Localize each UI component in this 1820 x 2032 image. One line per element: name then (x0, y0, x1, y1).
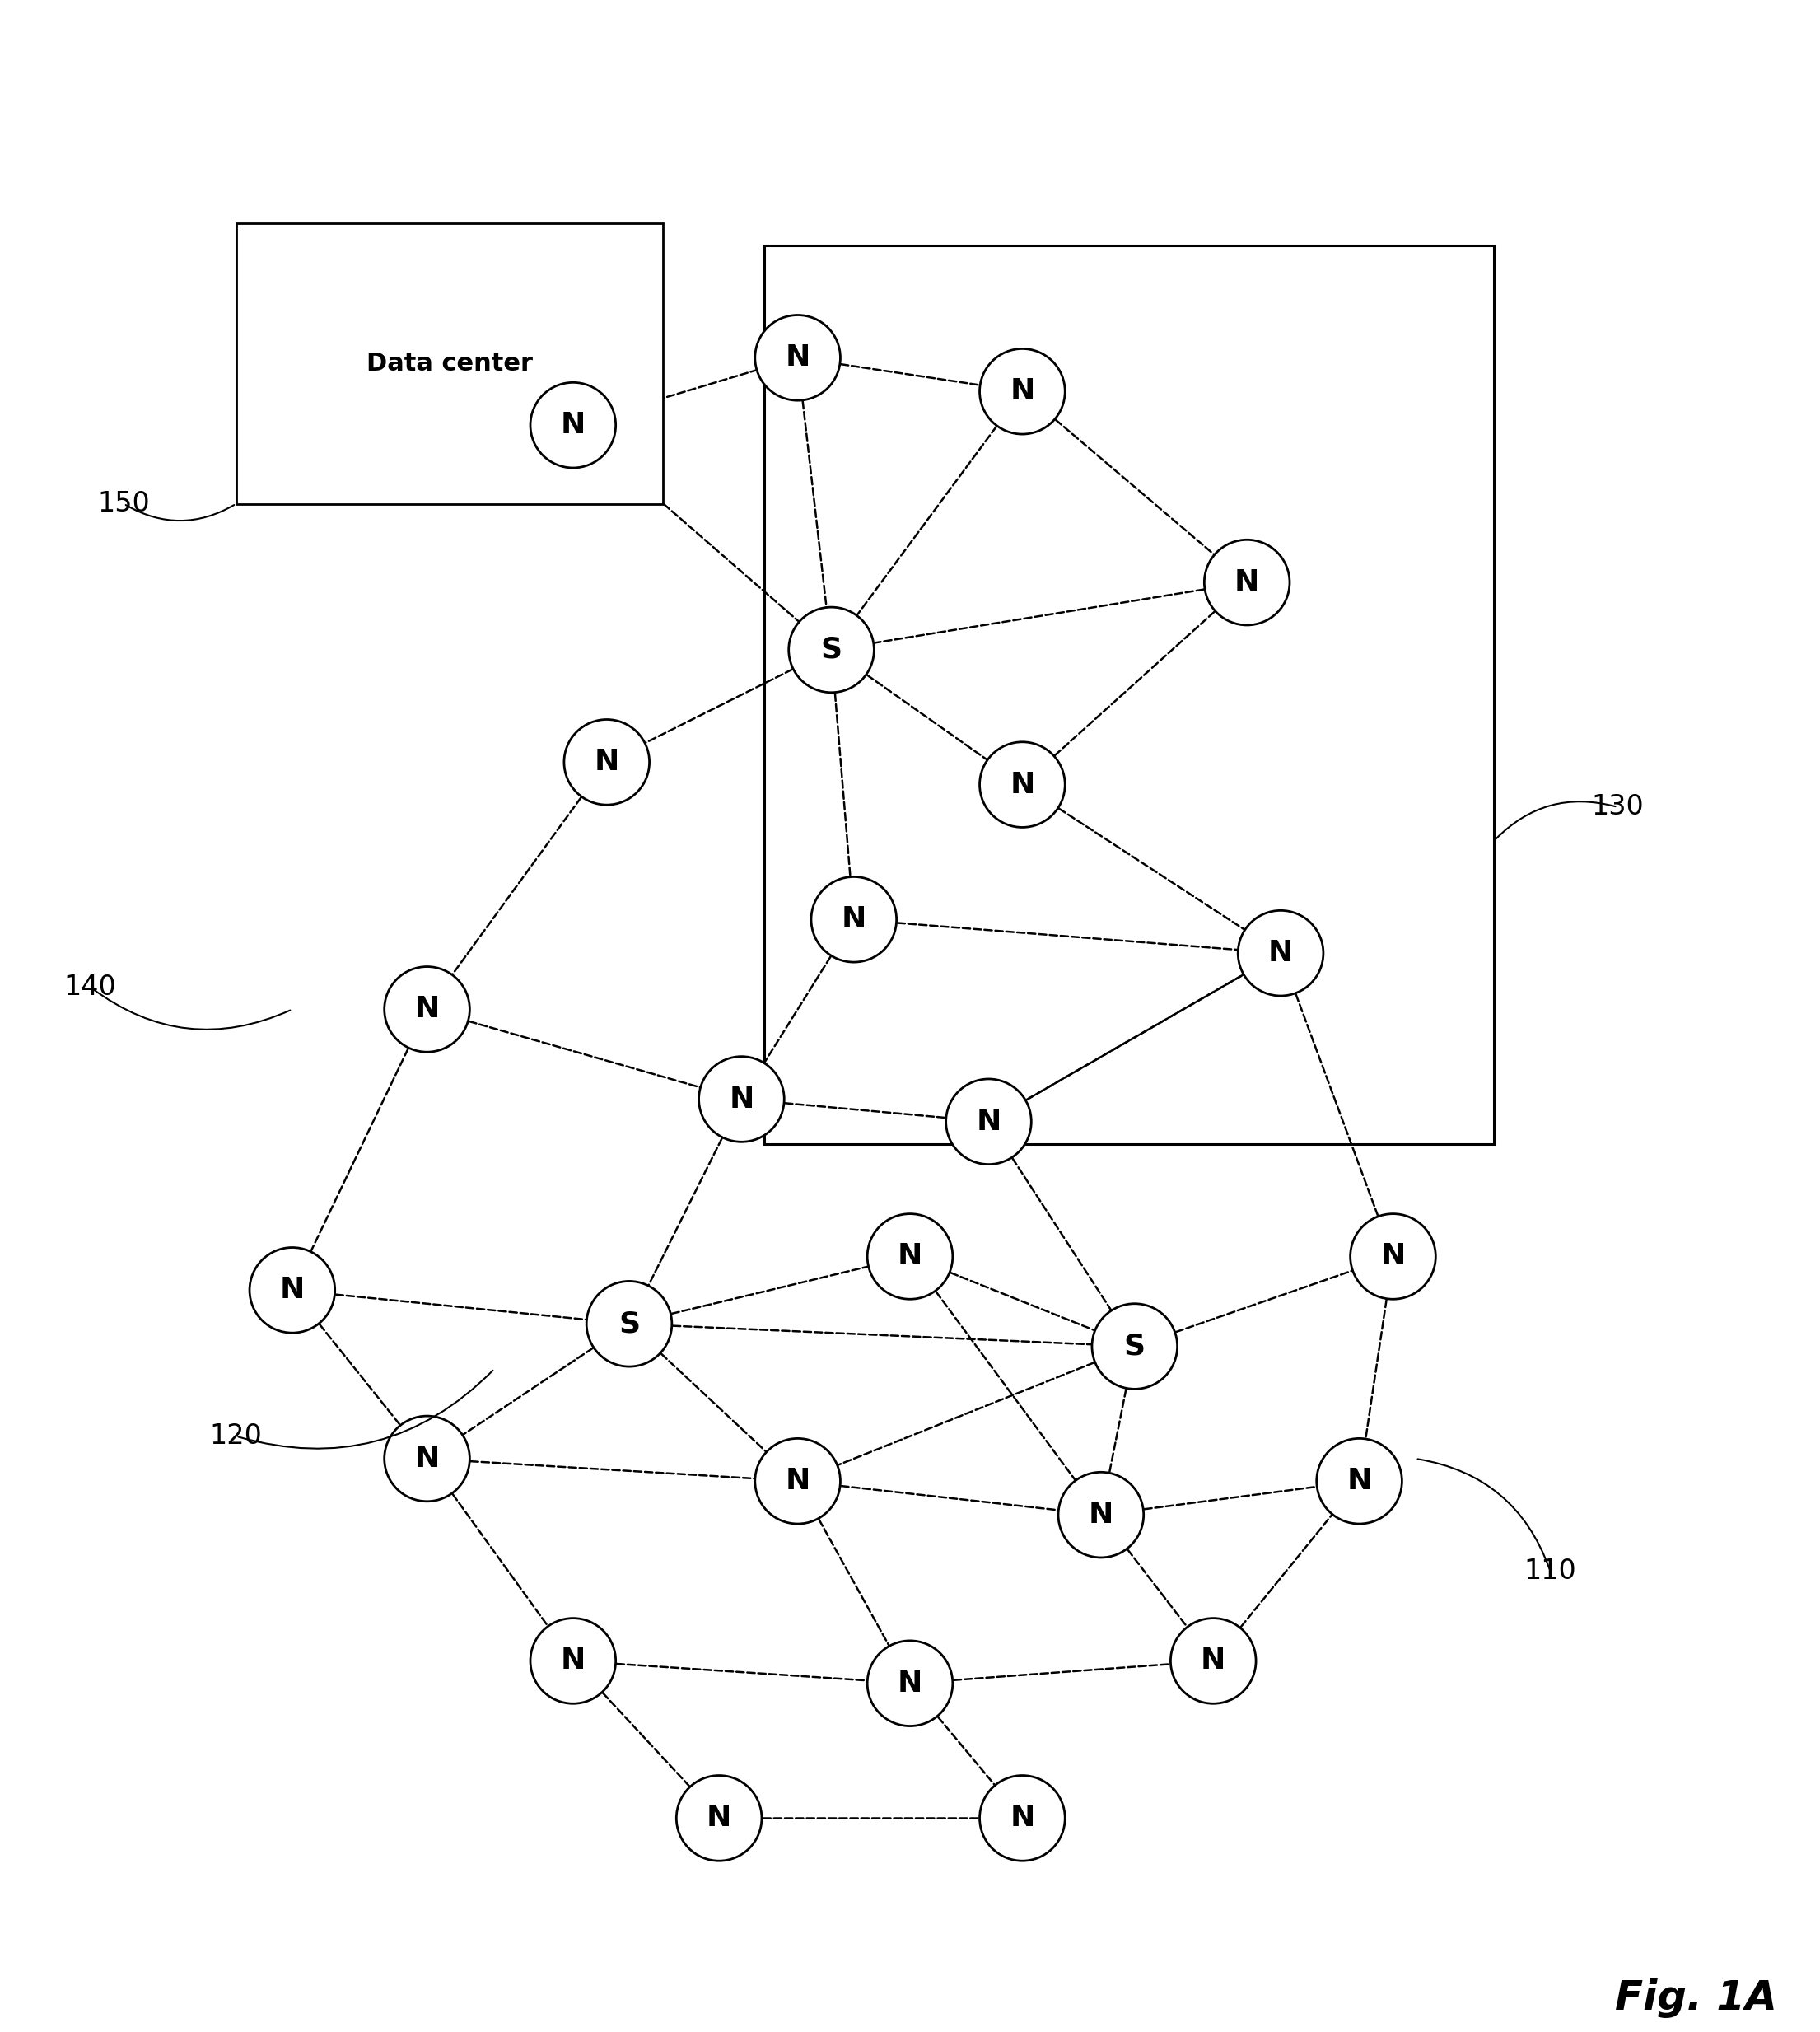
Circle shape (1205, 541, 1290, 626)
Text: N: N (1201, 1646, 1227, 1674)
Text: N: N (897, 1242, 923, 1270)
Bar (764, 246, 1494, 1144)
Circle shape (530, 382, 615, 467)
Text: N: N (784, 1467, 810, 1496)
Text: N: N (1234, 569, 1259, 597)
Circle shape (586, 1282, 672, 1368)
Circle shape (946, 1079, 1032, 1164)
Circle shape (1238, 910, 1323, 996)
Circle shape (868, 1640, 952, 1725)
Text: N: N (1088, 1502, 1114, 1528)
Circle shape (979, 350, 1065, 435)
Circle shape (788, 608, 874, 693)
Text: Data center: Data center (366, 352, 533, 376)
Circle shape (249, 1248, 335, 1333)
Circle shape (868, 1213, 952, 1298)
Circle shape (384, 1416, 470, 1502)
Circle shape (812, 876, 897, 961)
Text: N: N (784, 343, 810, 372)
Text: 110: 110 (1523, 1557, 1576, 1585)
Text: N: N (415, 1445, 440, 1473)
Circle shape (564, 719, 650, 805)
Text: 150: 150 (98, 490, 149, 518)
Bar (237, 224, 662, 504)
Text: N: N (415, 996, 440, 1024)
Text: N: N (1010, 378, 1036, 406)
Circle shape (755, 315, 841, 400)
Circle shape (530, 1617, 615, 1703)
Circle shape (384, 967, 470, 1053)
Circle shape (979, 742, 1065, 827)
Text: 140: 140 (64, 973, 116, 1000)
Circle shape (677, 1776, 763, 1861)
Circle shape (1092, 1305, 1178, 1390)
Text: N: N (706, 1804, 732, 1833)
Circle shape (1170, 1617, 1256, 1703)
Text: N: N (1010, 1804, 1036, 1833)
Text: N: N (1380, 1242, 1405, 1270)
Text: N: N (730, 1085, 753, 1114)
Text: N: N (1269, 939, 1294, 967)
Text: N: N (561, 1646, 586, 1674)
Text: 120: 120 (209, 1422, 262, 1449)
Text: N: N (593, 748, 619, 776)
Text: N: N (841, 906, 866, 933)
Text: 130: 130 (1591, 795, 1643, 821)
Text: N: N (561, 410, 586, 439)
Circle shape (699, 1057, 784, 1142)
Circle shape (979, 1776, 1065, 1861)
Circle shape (1350, 1213, 1436, 1298)
Text: S: S (619, 1311, 641, 1337)
Text: N: N (1347, 1467, 1372, 1496)
Text: N: N (280, 1276, 304, 1305)
Text: N: N (897, 1670, 923, 1697)
Text: N: N (1010, 770, 1036, 799)
Text: S: S (821, 636, 843, 664)
Text: N: N (976, 1107, 1001, 1136)
Text: Fig. 1A: Fig. 1A (1614, 1977, 1778, 2018)
Circle shape (1316, 1439, 1401, 1524)
Circle shape (755, 1439, 841, 1524)
Text: S: S (1125, 1333, 1145, 1359)
Circle shape (1057, 1471, 1143, 1559)
